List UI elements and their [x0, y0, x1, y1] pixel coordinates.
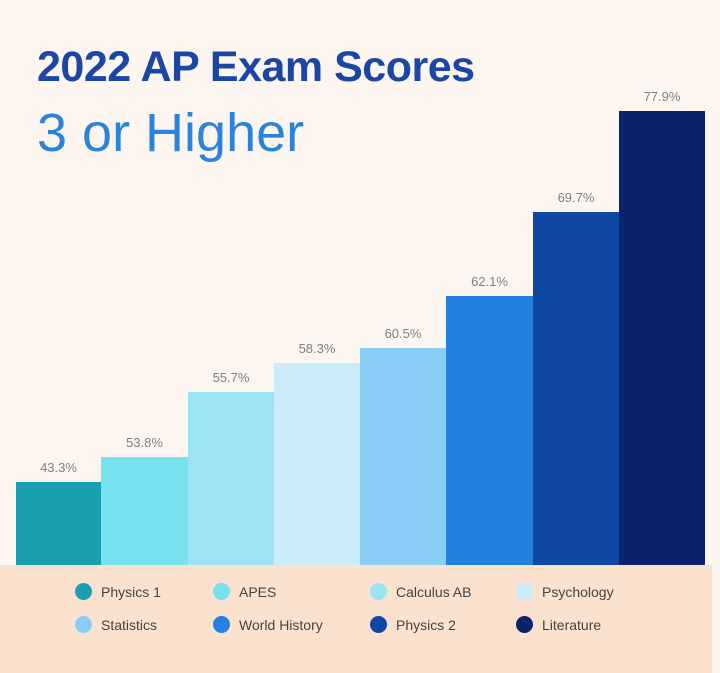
legend-label: Calculus AB [396, 583, 472, 600]
legend-swatch-icon [75, 583, 92, 600]
legend-item: APES [213, 583, 276, 600]
legend-label: Psychology [542, 583, 614, 600]
chart-subtitle: 3 or Higher [37, 103, 305, 163]
legend-swatch-icon [370, 616, 387, 633]
bar-value-label: 53.8% [126, 435, 163, 450]
bar-value-label: 58.3% [298, 341, 336, 356]
legend-label: Statistics [101, 616, 158, 633]
legend-label: Physics 1 [101, 583, 161, 600]
bar-literature [619, 111, 705, 565]
legend-swatch-icon [213, 583, 230, 600]
bar-value-label: 77.9% [643, 89, 681, 104]
chart-title: 2022 AP Exam Scores [37, 43, 475, 91]
bar-value-label: 43.3% [40, 460, 77, 475]
bar-calculus-ab [188, 392, 274, 565]
bar-world-history [446, 296, 533, 565]
bar-value-label: 55.7% [212, 370, 250, 385]
legend-swatch-icon [370, 583, 387, 600]
legend-label: Physics 2 [396, 616, 456, 633]
legend-item: Calculus AB [370, 583, 471, 600]
bar-psychology [274, 363, 360, 565]
legend-item: Physics 2 [370, 616, 456, 633]
legend-swatch-icon [516, 583, 533, 600]
legend-swatch-icon [213, 616, 230, 633]
legend-swatch-icon [516, 616, 533, 633]
legend-item: Literature [516, 616, 601, 633]
legend-label: Literature [542, 616, 602, 633]
legend-item: Statistics [75, 616, 157, 633]
legend: Physics 1 APES Calculus AB Psychology Statis… [0, 565, 712, 673]
bar-value-label: 60.5% [384, 326, 422, 341]
bar-apes [101, 457, 188, 565]
bar-statistics [360, 348, 446, 565]
legend-item: Psychology [516, 583, 614, 600]
bar-physics-1 [16, 482, 101, 565]
legend-item: Physics 1 [75, 583, 161, 600]
legend-label: APES [239, 583, 277, 600]
bar-value-label: 69.7% [557, 190, 595, 205]
legend-label: World History [239, 616, 323, 633]
bar-value-label: 62.1% [471, 274, 508, 289]
legend-swatch-icon [75, 616, 92, 633]
bar-physics-2 [533, 212, 619, 565]
legend-item: World History [213, 616, 323, 633]
